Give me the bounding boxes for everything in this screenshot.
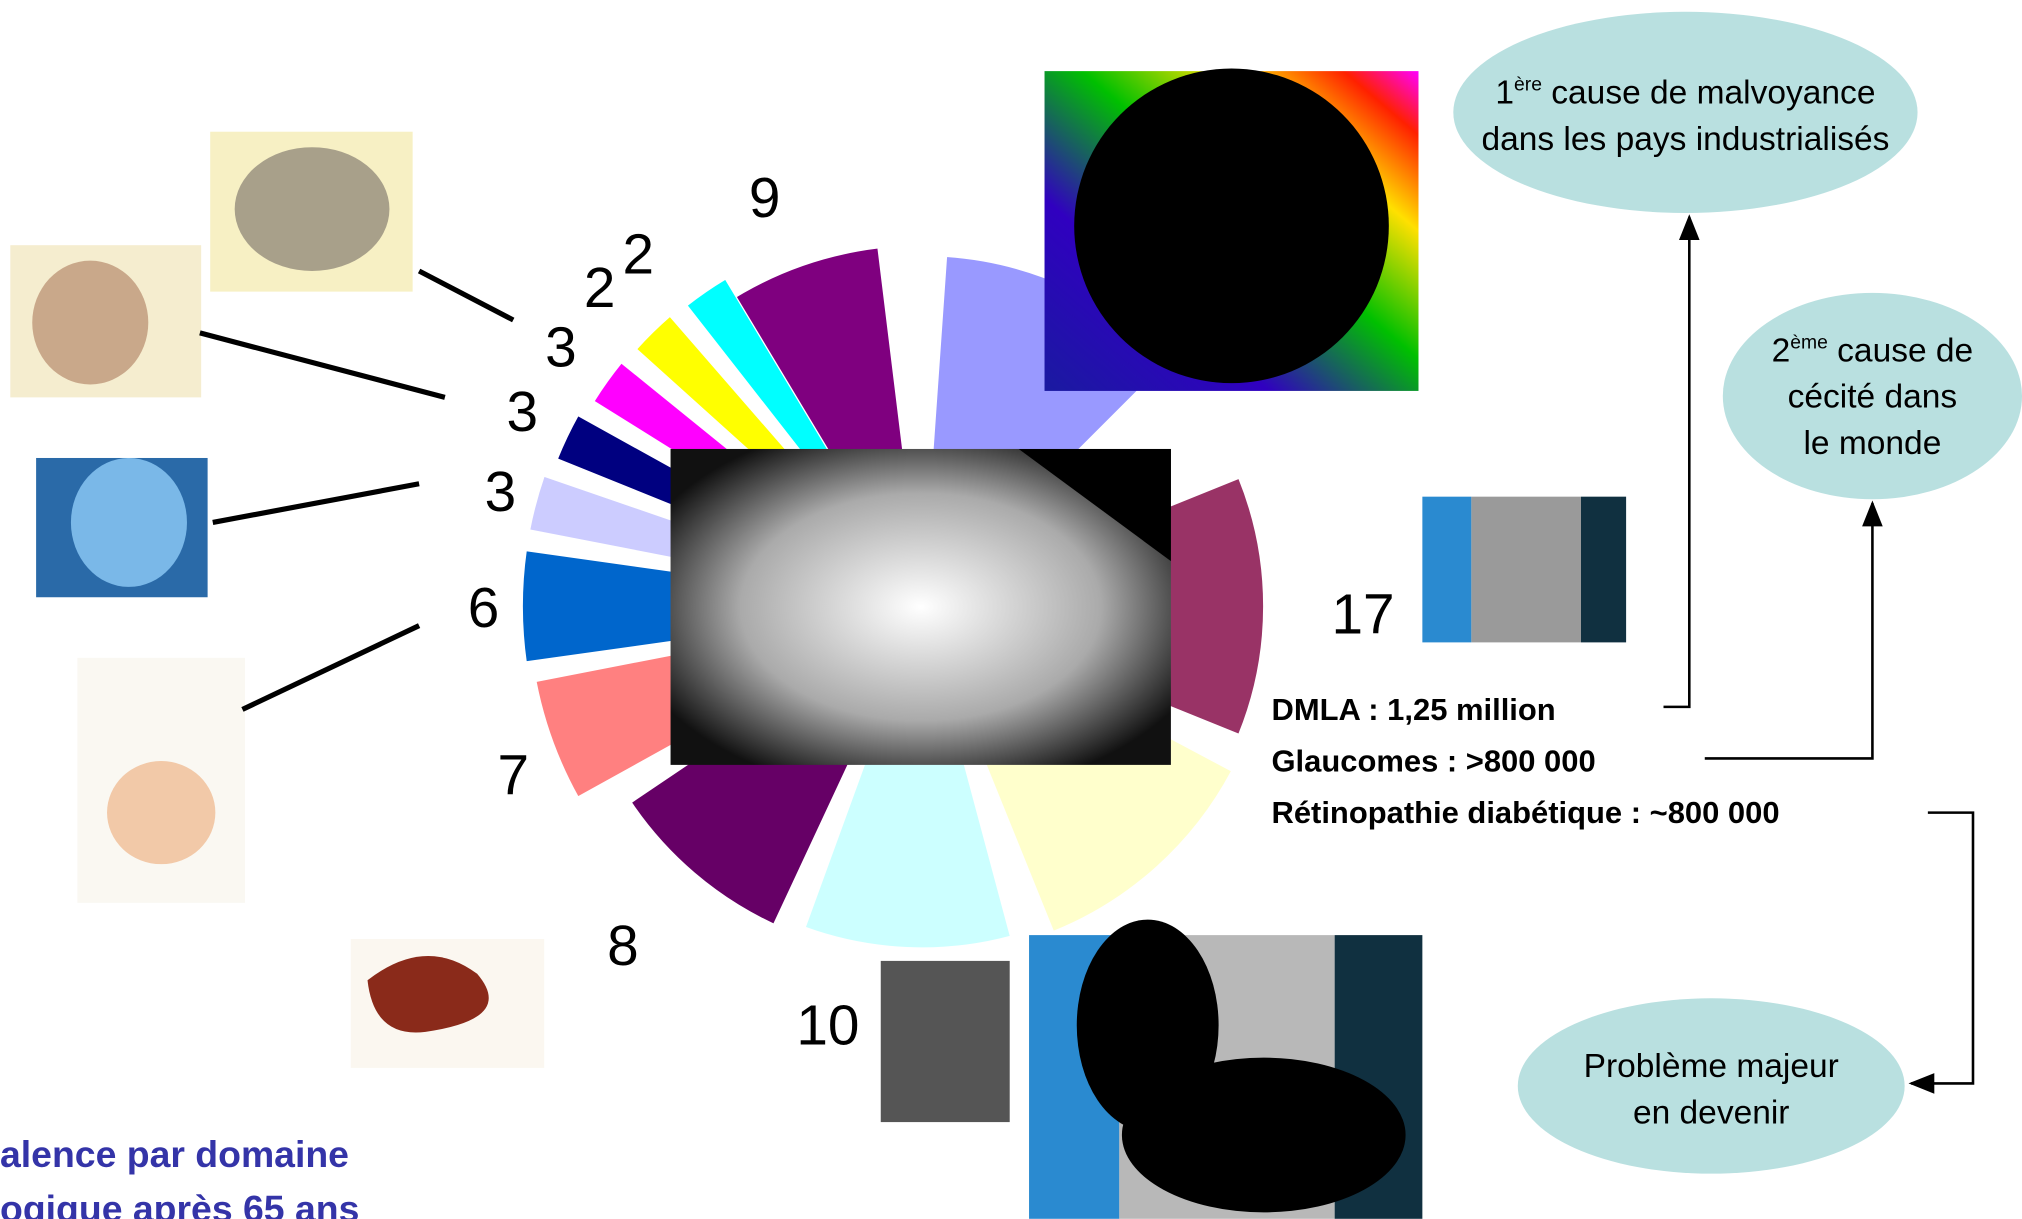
center-box bbox=[670, 448, 1171, 765]
bubble bbox=[1722, 292, 2022, 500]
bubble-rest: cause de malvoyance bbox=[1542, 74, 1875, 111]
stat: DMLA : 1,25 million bbox=[1271, 692, 1555, 727]
ear-drawing bbox=[32, 260, 149, 385]
bubble-text: dans les pays industrialisés bbox=[1481, 121, 1889, 158]
sector-label: 3 bbox=[545, 316, 577, 379]
sector-label: 10 bbox=[796, 995, 859, 1058]
bubble-text: 1ère cause de malvoyance bbox=[1495, 73, 1875, 111]
ordinal-suffix: ème bbox=[1790, 331, 1828, 353]
arrow bbox=[1908, 811, 1975, 1094]
leader-line bbox=[241, 623, 421, 712]
stat: Rétinopathie diabétique : ~800 000 bbox=[1271, 795, 1779, 830]
leader-line bbox=[417, 268, 515, 323]
bubble-text: Problème majeur bbox=[1584, 1048, 1839, 1085]
head-drawing bbox=[70, 457, 187, 587]
bubble-text: le monde bbox=[1803, 425, 1941, 462]
sector-label: 6 bbox=[468, 577, 500, 640]
sector-label: 2 bbox=[623, 224, 655, 287]
sector-label: 3 bbox=[506, 381, 538, 444]
sector-label: 17 bbox=[1331, 583, 1394, 646]
digestive-drawing bbox=[107, 761, 216, 865]
bubble-rest: cause de bbox=[1828, 332, 1973, 369]
sector-label: 8 bbox=[607, 915, 639, 978]
stat: Glaucomes : >800 000 bbox=[1271, 743, 1595, 778]
black-circle bbox=[1074, 68, 1389, 384]
bubble bbox=[1517, 998, 1905, 1174]
eye-photo bbox=[1471, 496, 1581, 643]
arrow bbox=[1704, 500, 1883, 760]
sector-label: 2 bbox=[584, 257, 616, 320]
ordinal: 1 bbox=[1495, 74, 1514, 111]
sector-label: 3 bbox=[485, 461, 517, 524]
ordinal-suffix: ère bbox=[1514, 73, 1542, 95]
bubble bbox=[1453, 11, 1918, 213]
bubble-text: 2ème cause de bbox=[1772, 331, 1974, 369]
arrow bbox=[1663, 214, 1700, 709]
leader-line bbox=[199, 330, 446, 400]
caption: ogique après 65 ans bbox=[0, 1187, 359, 1219]
ordinal: 2 bbox=[1772, 332, 1791, 369]
bubble-text: en devenir bbox=[1633, 1094, 1790, 1131]
sector-label: 7 bbox=[497, 745, 529, 808]
leader-line bbox=[212, 481, 420, 525]
retina-wave bbox=[1422, 496, 1472, 643]
liver-drawing bbox=[367, 955, 489, 1033]
fundus-photo bbox=[1580, 496, 1627, 643]
lungs-drawing bbox=[234, 147, 390, 271]
xray-image bbox=[880, 960, 1010, 1123]
bubble-text: cécité dans bbox=[1788, 379, 1958, 416]
sector-label: 9 bbox=[749, 167, 781, 230]
black-ellipse bbox=[1121, 1057, 1406, 1213]
caption: alence par domaine bbox=[0, 1133, 349, 1175]
